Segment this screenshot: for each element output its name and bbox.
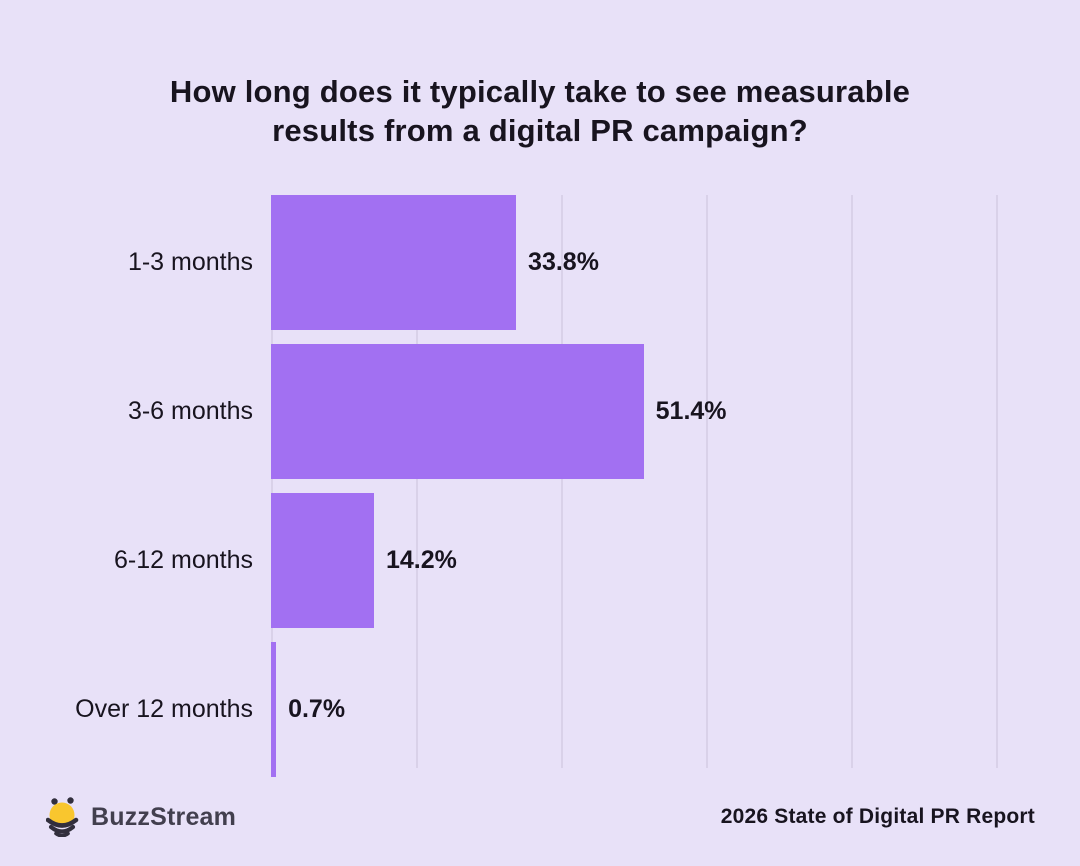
bee-icon: [46, 797, 79, 837]
value-label: 0.7%: [288, 695, 346, 723]
value-label: 51.4%: [655, 397, 727, 425]
gridline: [996, 195, 998, 768]
bar-row: 6-12 months 14.2%: [0, 493, 1080, 628]
category-label: 6-12 months: [114, 546, 253, 574]
category-label: 1-3 months: [127, 248, 253, 276]
brand-name: BuzzStream: [91, 802, 237, 831]
chart-title-line1: How long does it typically take to see m…: [169, 74, 911, 109]
value-label: 14.2%: [385, 546, 457, 574]
category-label: Over 12 months: [75, 695, 253, 723]
bar-track: 14.2%: [271, 493, 1080, 628]
value-label: 33.8%: [528, 248, 599, 276]
bar: [271, 493, 374, 628]
gridline: [561, 195, 563, 768]
gridlines: [0, 195, 1080, 768]
gridline: [416, 195, 418, 768]
bar: [271, 195, 517, 330]
bar: [271, 344, 644, 479]
gridline: [271, 195, 273, 768]
bar-track: 33.8%: [271, 195, 1080, 330]
bar-track: 51.4%: [271, 344, 1080, 479]
bar-row: 1-3 months 33.8%: [0, 195, 1080, 330]
bar-row: Over 12 months 0.7%: [0, 642, 1080, 777]
bar: [271, 642, 277, 777]
chart-title: How long does it typically take to see m…: [0, 72, 1080, 150]
bar-chart: 1-3 months 33.8% 3-6 months 51.4% 6-12 m…: [0, 195, 1080, 777]
bar-track: 0.7%: [271, 642, 1080, 777]
brand-logo: BuzzStream: [46, 797, 236, 837]
gridline: [851, 195, 853, 768]
source-credit: 2026 State of Digital PR Report: [720, 805, 1035, 828]
bar-rows: 1-3 months 33.8% 3-6 months 51.4% 6-12 m…: [0, 195, 1080, 777]
footer: BuzzStream 2026 State of Digital PR Repo…: [46, 788, 1035, 846]
gridline: [706, 195, 708, 768]
chart-title-line2: results from a digital PR campaign?: [272, 113, 808, 148]
category-label: 3-6 months: [127, 397, 253, 425]
bar-row: 3-6 months 51.4%: [0, 344, 1080, 479]
